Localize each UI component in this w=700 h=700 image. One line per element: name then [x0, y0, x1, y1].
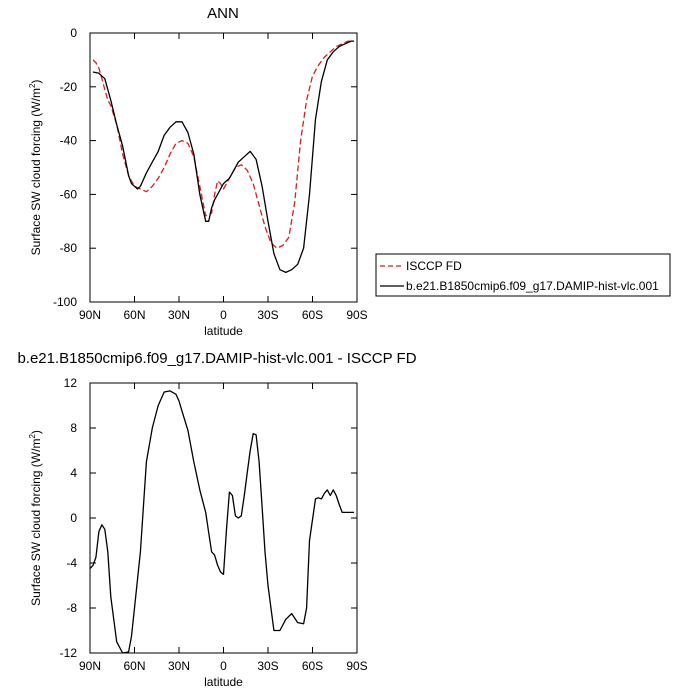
y-tick-label: -100 [53, 295, 77, 309]
y-axis-title: Surface SW cloud forcing (W/m2) [28, 80, 43, 256]
y-tick-label: 12 [64, 376, 78, 390]
y-tick-label: -8 [66, 601, 77, 615]
chart-2: b.e21.B1850cmip6.f09_g17.DAMIP-hist-vlc.… [17, 350, 416, 689]
y-tick-label: -40 [60, 134, 78, 148]
y-tick-label: -80 [60, 241, 78, 255]
y-tick-label: -12 [60, 646, 78, 660]
y-axis-title: Surface SW cloud forcing (W/m2) [28, 430, 43, 606]
x-tick-label: 90N [79, 659, 101, 673]
series-line-1 [92, 40, 354, 249]
series-line-1 [89, 390, 354, 654]
chart-1: ANN 90N 60N 30N 0 30S 60S 90S 0 -20 -40 -60 -80 -100 l… [28, 5, 671, 338]
legend-label: b.e21.B1850cmip6.f09_g17.DAMIP-hist-vlc.… [406, 279, 659, 293]
x-tick-label: 90N [79, 308, 101, 322]
plot-frame [89, 382, 358, 654]
x-tick-label: 30S [257, 659, 278, 673]
legend-label: ISCCP FD [406, 259, 462, 273]
x-tick-label: 0 [220, 308, 227, 322]
x-tick-label: 60S [302, 659, 323, 673]
chart-title: ANN [207, 5, 239, 22]
x-tick-label: 30N [168, 308, 190, 322]
series-line-2 [92, 40, 354, 274]
x-axis-title: latitude [204, 324, 243, 338]
x-tick-label: 60S [302, 308, 323, 322]
x-tick-label: 30N [168, 659, 190, 673]
y-tick-label: -60 [60, 187, 78, 201]
chart-title: b.e21.B1850cmip6.f09_g17.DAMIP-hist-vlc.… [17, 350, 416, 367]
x-axis-title: latitude [204, 675, 243, 689]
x-tick-label: 30S [257, 308, 278, 322]
y-tick-label: 4 [70, 466, 77, 480]
legend-box [375, 253, 671, 297]
y-tick-label: -20 [60, 80, 78, 94]
plot-frame [89, 32, 358, 303]
x-tick-label: 0 [220, 659, 227, 673]
y-tick-label: -4 [66, 556, 77, 570]
x-tick-label: 90S [346, 308, 367, 322]
y-tick-label: 8 [70, 421, 77, 435]
x-tick-label: 60N [123, 659, 145, 673]
y-tick-label: 0 [70, 511, 77, 525]
legend: ISCCP FD b.e21.B1850cmip6.f09_g17.DAMIP-h… [375, 253, 671, 297]
x-tick-label: 60N [123, 308, 145, 322]
y-tick-label: 0 [70, 26, 77, 40]
x-tick-label: 90S [346, 659, 367, 673]
